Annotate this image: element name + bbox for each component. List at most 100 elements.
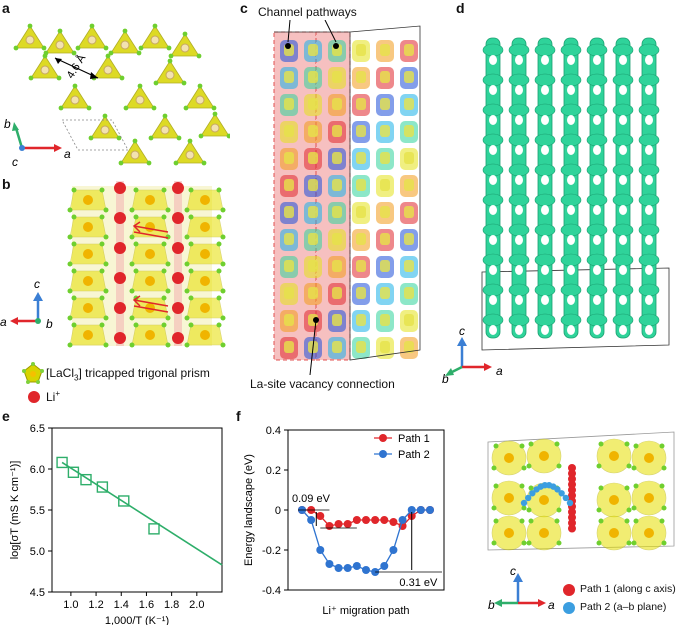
- cl-atom: [661, 465, 667, 471]
- density-core: [356, 125, 366, 137]
- cl-atom: [188, 214, 194, 220]
- cl-atom: [71, 268, 77, 274]
- iso-hole: [619, 115, 627, 125]
- iso-node: [482, 223, 504, 237]
- density-core: [308, 44, 318, 56]
- density-core: [308, 287, 318, 299]
- iso-hole: [515, 295, 523, 305]
- density-core: [332, 98, 342, 110]
- cl-atom: [187, 138, 193, 144]
- density-core: [404, 287, 414, 299]
- density-core: [308, 206, 318, 218]
- la-atom: [200, 276, 210, 286]
- li-atom: [172, 272, 184, 284]
- fit-line: [61, 461, 223, 566]
- cl-atom: [596, 463, 602, 469]
- cl-atom: [99, 241, 105, 247]
- axis-label-a: a: [548, 598, 555, 612]
- density-core: [404, 125, 414, 137]
- la-atom: [504, 528, 514, 538]
- path2-legend-icon: [563, 602, 575, 614]
- iso-hole: [619, 55, 627, 65]
- density-core: [284, 287, 294, 299]
- cl-atom: [633, 483, 639, 489]
- la-atom: [145, 222, 155, 232]
- cl-atom: [216, 241, 222, 247]
- y-axis-label: log[σT (mS K cm⁻¹)]: [9, 461, 21, 560]
- density-core: [332, 287, 342, 299]
- iso-node: [612, 253, 634, 267]
- iso-node: [586, 43, 608, 57]
- la-atom: [200, 195, 210, 205]
- density-core: [332, 179, 342, 191]
- energy-landscape-chart: -0.4 -0.2 0 0.2 0.4 Path 1 Path 2 0.09 eV 0.31 e…: [243, 425, 445, 617]
- axis-label-b: b: [4, 117, 11, 131]
- density-core: [284, 98, 294, 110]
- cl-atom: [99, 187, 105, 193]
- y-tick-label: -0.2: [262, 545, 281, 557]
- cl-atom: [129, 315, 135, 321]
- li-atom: [172, 302, 184, 314]
- li-atom: [172, 242, 184, 254]
- cl-atom: [103, 315, 109, 321]
- cl-atom: [183, 105, 189, 111]
- cl-atom: [184, 342, 190, 348]
- cl-atom: [491, 465, 497, 471]
- iso-node: [586, 253, 608, 267]
- density-core: [404, 341, 414, 353]
- iso-hole: [645, 205, 653, 215]
- cl-atom: [188, 187, 194, 193]
- path1-atom: [568, 486, 576, 494]
- cl-atom: [165, 288, 171, 294]
- cl-atom: [201, 160, 207, 166]
- cl-atom: [136, 50, 142, 56]
- panel-f-axes: c a b: [488, 565, 555, 612]
- cl-atom: [168, 53, 174, 59]
- density-core: [404, 98, 414, 110]
- cl-atom: [151, 105, 157, 111]
- panel-c-structure: [273, 20, 421, 376]
- density-core: [332, 125, 342, 137]
- la-atom: [539, 451, 549, 461]
- iso-hole: [593, 325, 601, 335]
- cl-atom: [99, 322, 105, 328]
- density-core: [380, 179, 390, 191]
- iso-node: [586, 73, 608, 87]
- cl-atom: [182, 31, 188, 37]
- cl-atom: [556, 540, 562, 546]
- iso-node: [612, 133, 634, 147]
- cl-atom: [519, 483, 525, 489]
- cl-atom: [526, 463, 532, 469]
- series-point: [380, 562, 389, 570]
- iso-hole: [593, 55, 601, 65]
- legend-marker: [379, 434, 387, 442]
- iso-node: [534, 313, 556, 327]
- la-atom: [83, 303, 93, 313]
- cl-atom: [152, 23, 158, 29]
- cl-atom: [216, 295, 222, 301]
- cl-atom: [138, 45, 144, 51]
- iso-node: [586, 133, 608, 147]
- density-core: [380, 98, 390, 110]
- cl-atom: [556, 507, 562, 513]
- iso-node: [508, 193, 530, 207]
- la-atom: [200, 222, 210, 232]
- iso-hole: [489, 205, 497, 215]
- iso-node: [482, 103, 504, 117]
- la-atom: [150, 35, 160, 45]
- la-atom: [160, 125, 170, 135]
- cl-atom: [67, 261, 73, 267]
- path2-atom: [554, 486, 561, 493]
- li-channel: [116, 181, 124, 346]
- cl-atom: [129, 207, 135, 213]
- iso-node: [534, 253, 556, 267]
- la-atom: [609, 528, 619, 538]
- cl-atom: [41, 45, 47, 51]
- la-atom: [210, 123, 220, 133]
- iso-node: [482, 253, 504, 267]
- iso-hole: [645, 265, 653, 275]
- density-core: [308, 98, 318, 110]
- path1-atom: [568, 491, 576, 500]
- iso-hole: [593, 175, 601, 185]
- iso-hole: [619, 145, 627, 155]
